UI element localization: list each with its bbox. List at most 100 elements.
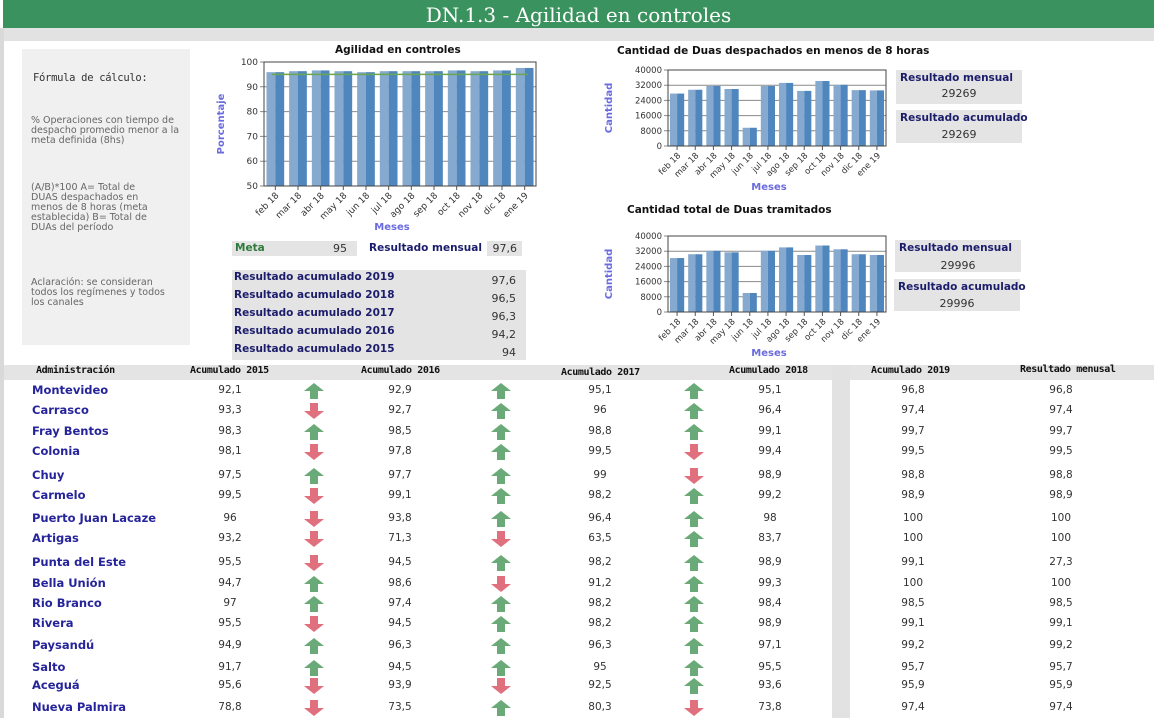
chart-tramitados-title: Cantidad total de Duas tramitados <box>627 204 832 216</box>
formula-description: % Operaciones con tiempo de despacho pro… <box>31 115 180 146</box>
despachados-acumulado-box: Resultado acumulado 29269 <box>896 110 1028 143</box>
administracion-name[interactable]: Rio Branco <box>32 596 102 610</box>
bar-shade <box>876 255 885 312</box>
header-resultado-mensual: Resultado menusal <box>1020 364 1116 375</box>
table-row: Nueva Palmira 78,8 73,5 80,3 73,8 97,4 97,4 <box>0 700 1154 718</box>
bar <box>470 71 480 186</box>
cell-a2018: 73,8 <box>758 701 782 713</box>
administracion-name[interactable]: Punta del Este <box>32 555 127 569</box>
cell-mensual: 97,4 <box>1049 404 1073 416</box>
arrow-down-icon <box>304 488 324 504</box>
table-row: Chuy 97,5 97,7 99 98,9 98,8 98,8 <box>0 468 1154 486</box>
cell-a2015: 78,8 <box>218 701 242 713</box>
meta-summary: Meta 95 Resultado mensual 97,6 <box>232 241 522 256</box>
administracion-name[interactable]: Paysandú <box>32 638 95 652</box>
formula-note: Aclaración: se consideran todos los regí… <box>31 277 165 308</box>
bar-shade <box>876 90 885 146</box>
cell-a2017: 98,8 <box>588 425 612 437</box>
arrow-up-icon <box>304 638 324 654</box>
acumulado-row: Resultado acumulado 2016 94,2 <box>232 325 526 343</box>
y-tick-label: 90 <box>247 83 259 93</box>
administracion-name[interactable]: Salto <box>32 660 66 674</box>
cell-a2018: 96,4 <box>758 404 782 416</box>
cell-a2015: 94,7 <box>218 577 242 589</box>
bar <box>797 255 805 312</box>
y-tick-label: 24000 <box>635 96 662 106</box>
y-tick-label: 24000 <box>635 262 662 272</box>
cell-a2016: 92,7 <box>388 404 412 416</box>
cell-a2019: 99,1 <box>901 617 925 629</box>
bar-shade <box>479 71 489 186</box>
cell-mensual: 97,4 <box>1049 701 1073 713</box>
bar <box>447 70 457 186</box>
table-row: Artigas 93,2 71,3 63,5 83,7 100 100 <box>0 531 1154 549</box>
arrow-up-icon <box>684 531 704 547</box>
administracion-name[interactable]: Chuy <box>32 468 65 482</box>
administracion-name[interactable]: Montevideo <box>32 383 109 397</box>
table-row: Rio Branco 97 97,4 98,2 98,4 98,5 98,5 <box>0 596 1154 614</box>
cell-a2018: 95,5 <box>758 661 782 673</box>
cell-a2018: 99,3 <box>758 577 782 589</box>
bar <box>379 71 389 186</box>
y-tick-label: 40000 <box>635 232 662 242</box>
cell-a2018: 99,4 <box>758 445 782 457</box>
formula-panel: Fórmula de cálculo: % Operaciones con ti… <box>22 49 190 345</box>
cell-a2018: 83,7 <box>758 532 782 544</box>
administracion-name[interactable]: Artigas <box>32 531 79 545</box>
cell-a2015: 96 <box>223 512 237 524</box>
cell-a2017: 99,5 <box>588 445 612 457</box>
plot-area <box>668 236 886 312</box>
arrow-up-icon <box>304 383 324 399</box>
bar <box>760 250 768 312</box>
cell-a2016: 98,5 <box>388 425 412 437</box>
bar-shade <box>411 71 421 186</box>
cell-mensual: 98,8 <box>1049 469 1073 481</box>
arrow-up-icon <box>684 403 704 419</box>
bar <box>724 89 732 146</box>
header-subbar <box>3 28 1154 41</box>
cell-a2015: 93,2 <box>218 532 242 544</box>
arrow-up-icon <box>684 576 704 592</box>
y-tick-label: 0 <box>657 142 662 152</box>
cell-mensual: 98,5 <box>1049 597 1073 609</box>
administracion-name[interactable]: Bella Unión <box>32 576 106 590</box>
arrow-down-icon <box>304 700 324 716</box>
left-edge <box>0 28 4 718</box>
x-tick-label: sep 18 <box>412 191 441 220</box>
arrow-down-icon <box>304 531 324 547</box>
despachados-mensual-box: Resultado mensual 29269 <box>896 70 1022 104</box>
cell-a2019: 100 <box>902 577 924 589</box>
bar-shade <box>677 258 685 312</box>
cell-a2018: 97,1 <box>758 639 782 651</box>
y-tick-label: 0 <box>657 308 662 318</box>
acumulado-value: 96,3 <box>491 310 517 323</box>
acumulados-box: Resultado acumulado 2019 97,6 Resultado … <box>232 270 526 360</box>
y-axis-label: Cantidad <box>604 83 615 133</box>
arrow-up-icon <box>684 678 704 694</box>
meta-label: Meta <box>235 242 265 254</box>
administracion-name[interactable]: Nueva Palmira <box>32 700 127 714</box>
administracion-name[interactable]: Carmelo <box>32 488 86 502</box>
chart-agilidad-title: Agilidad en controles <box>335 44 461 56</box>
despachados-acumulado-label: Resultado acumulado <box>900 112 1028 124</box>
arrow-down-icon <box>304 555 324 571</box>
formula-title: Fórmula de cálculo: <box>33 72 148 84</box>
cell-a2015: 93,3 <box>218 404 242 416</box>
header-acumulado-2015: Acumulado 2015 <box>190 365 269 376</box>
cell-a2017: 92,5 <box>588 679 612 691</box>
administracion-name[interactable]: Aceguá <box>32 678 80 692</box>
acumulado-label: Resultado acumulado 2018 <box>234 289 395 301</box>
x-tick-label: mar 18 <box>274 191 304 221</box>
bar <box>742 293 750 312</box>
administracion-name[interactable]: Puerto Juan Lacaze <box>32 511 157 525</box>
administracion-name[interactable]: Fray Bentos <box>32 424 109 438</box>
administracion-name[interactable]: Carrasco <box>32 403 89 417</box>
bar <box>742 127 750 146</box>
administracion-name[interactable]: Colonia <box>32 444 81 458</box>
administracion-name[interactable]: Rivera <box>32 616 74 630</box>
bar-shade <box>695 254 703 312</box>
acumulado-label: Resultado acumulado 2015 <box>234 343 395 355</box>
table-row: Carrasco 93,3 92,7 96 96,4 97,4 97,4 <box>0 403 1154 421</box>
arrow-down-icon <box>304 444 324 460</box>
